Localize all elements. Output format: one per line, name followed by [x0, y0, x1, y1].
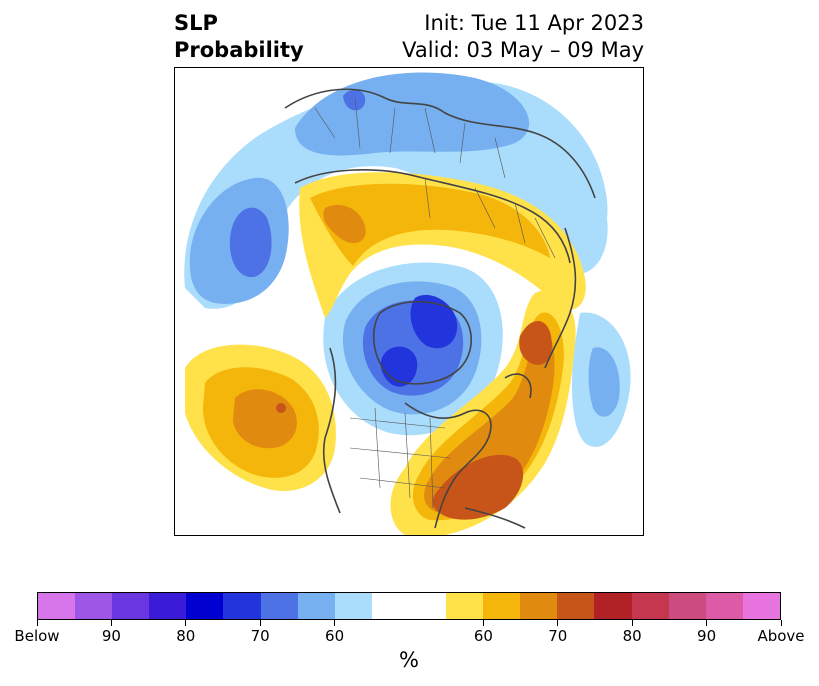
colorbar-above-segment: [742, 593, 780, 619]
colorbar-tick: [259, 620, 261, 626]
colorbar-below-segment: [75, 593, 113, 619]
below-region-europe: [295, 72, 530, 156]
map-title: SLP Probability: [174, 10, 304, 64]
colorbar-below-segment: [149, 593, 187, 619]
borders: [314, 97, 556, 509]
above-region-eastern-us-core: [432, 454, 524, 520]
coastline-asia-east: [544, 227, 577, 369]
valid-range: Valid: 03 May – 09 May: [402, 38, 644, 62]
colorbar-tick-label: Above: [757, 627, 805, 645]
coastlines: [284, 88, 596, 529]
colorbar-tick-label: 60: [473, 627, 493, 645]
below-region-russia: [505, 141, 608, 274]
colorbar-unit: %: [399, 648, 419, 672]
title-line-slp: SLP: [174, 11, 218, 35]
colorbar-neutral-segment: [371, 593, 447, 619]
coastline-north-america-west: [322, 347, 341, 514]
colorbar-tick-label: 80: [622, 627, 642, 645]
coastline-eurasia-north: [294, 169, 571, 264]
colorbar-below-segment: [223, 593, 261, 619]
colorbar-tick-label: 90: [101, 627, 121, 645]
colorbar-tick-label: 70: [548, 627, 568, 645]
colorbar-above-segment: [446, 593, 484, 619]
below-region-arctic-core: [410, 294, 458, 349]
border-lines-us: [349, 407, 451, 509]
probability-map: [174, 67, 644, 536]
above-region-siberia-mid: [310, 183, 550, 266]
border-lines-asia: [424, 177, 556, 259]
colorbar-above-segment: [520, 593, 558, 619]
map-subtitle: Init: Tue 11 Apr 2023 Valid: 03 May – 09…: [402, 10, 644, 64]
colorbar-below-segment: [297, 593, 335, 619]
colorbar-above-segment: [483, 593, 521, 619]
colorbar-tick: [185, 620, 187, 626]
map-canvas: [184, 72, 631, 535]
colorbar-tick: [36, 620, 38, 626]
colorbar-below-segment: [260, 593, 298, 619]
below-normal-regions: [184, 72, 631, 447]
colorbar-below-segment: [38, 593, 76, 619]
colorbar-tick: [334, 620, 336, 626]
below-region-pacific-inner: [588, 347, 620, 417]
colorbar-tick-label: 60: [325, 627, 345, 645]
colorbar-tick: [631, 620, 633, 626]
border-lines-europe: [314, 97, 506, 179]
title-line-probability: Probability: [174, 38, 304, 62]
colorbar-above-segment: [594, 593, 632, 619]
colorbar-above-segment: [631, 593, 669, 619]
colorbar-below-segment: [334, 593, 372, 619]
coastline-alaska: [504, 373, 532, 399]
colorbar-tick: [780, 620, 782, 626]
colorbar: [37, 592, 781, 620]
colorbar-below-segment: [112, 593, 150, 619]
colorbar-above-segment: [668, 593, 706, 619]
colorbar-tick-label: 90: [697, 627, 717, 645]
colorbar-tick: [557, 620, 559, 626]
above-region-east-pacific-peak: [276, 403, 286, 413]
colorbar-tick: [706, 620, 708, 626]
colorbar-above-segment: [705, 593, 743, 619]
colorbar-tick: [110, 620, 112, 626]
colorbar-above-segment: [557, 593, 595, 619]
coastline-caribbean: [464, 507, 526, 529]
below-region-west-atlantic-core: [229, 207, 272, 278]
init-date: Init: Tue 11 Apr 2023: [424, 11, 644, 35]
coastline-europe: [284, 88, 596, 199]
coastline-north-america-east: [404, 402, 492, 529]
colorbar-tick-label: 70: [250, 627, 270, 645]
above-region-alaska-core: [519, 321, 552, 365]
colorbar-tick: [482, 620, 484, 626]
below-region-scandinavia-core: [343, 89, 366, 111]
coastline-greenland: [372, 300, 472, 385]
colorbar-below-segment: [186, 593, 224, 619]
colorbar-tick-label: 80: [176, 627, 196, 645]
colorbar-tick-label: Below: [14, 627, 60, 645]
above-region-siberia-core: [323, 204, 366, 244]
